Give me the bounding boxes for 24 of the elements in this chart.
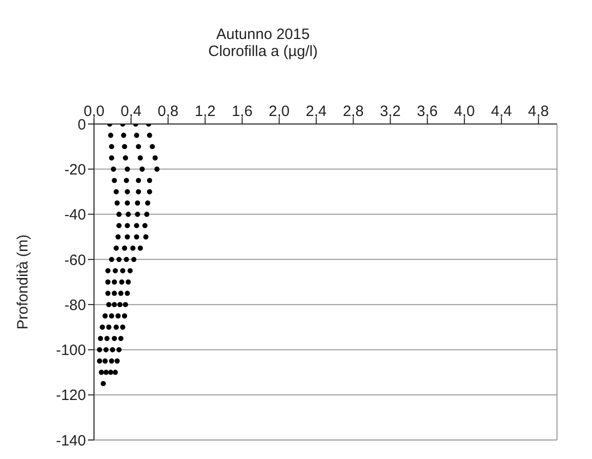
x-tick-label: 0,4 — [120, 103, 142, 120]
y-tick-label: -20 — [64, 161, 86, 178]
y-tick-label: -100 — [56, 342, 86, 360]
y-tick-label: -80 — [64, 296, 86, 314]
y-tick-label: -140 — [56, 432, 86, 450]
x-tick-label: 0,8 — [158, 103, 179, 120]
x-tick-label: 2,0 — [268, 103, 290, 120]
y-axis-title: Profondità (m) — [14, 234, 32, 330]
x-tick-label: 2,4 — [306, 103, 327, 120]
y-tick-label: -40 — [64, 206, 86, 224]
x-tick-label: 1,6 — [232, 103, 253, 120]
x-tick-label: 1,2 — [194, 103, 216, 120]
x-tick-label: 4,8 — [528, 103, 549, 120]
y-tick-label: -120 — [56, 387, 86, 404]
chart-title: Autunno 2015 — [215, 26, 311, 43]
x-axis-title: Clorofilla a (µg/l) — [207, 43, 319, 60]
x-tick-label: 4,4 — [491, 103, 512, 120]
x-tick-label: 3,6 — [416, 103, 438, 120]
x-tick-label: 3,2 — [380, 103, 401, 120]
y-tick-label: -60 — [64, 252, 86, 269]
x-tick-label: 2,8 — [342, 103, 364, 120]
y-tick-label: 0 — [78, 116, 86, 134]
x-tick-label: 0,0 — [84, 103, 104, 120]
x-tick-label: 4,0 — [454, 103, 475, 120]
